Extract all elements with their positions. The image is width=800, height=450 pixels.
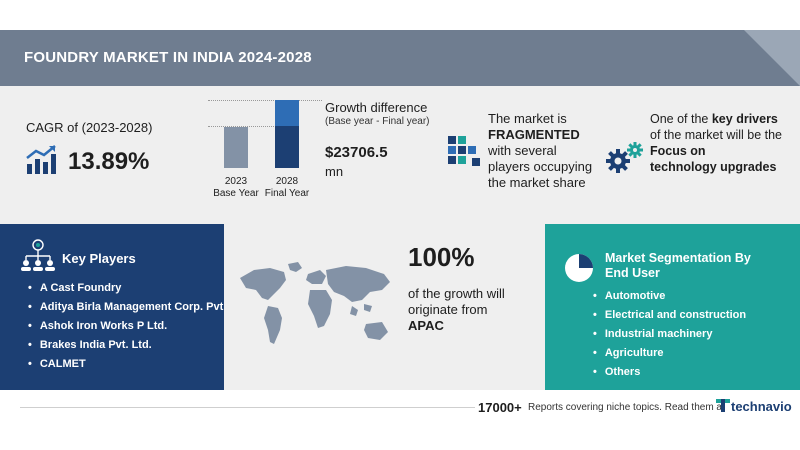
key-players-title: Key Players xyxy=(62,251,136,266)
gears-icon xyxy=(606,142,643,173)
top-margin xyxy=(0,0,800,30)
list-item: CALMET xyxy=(28,358,223,377)
footer-divider xyxy=(20,407,475,408)
segmentation-title: Market Segmentation By End User xyxy=(605,251,785,281)
list-item: Aditya Birla Management Corp. Pvt xyxy=(28,301,223,320)
region-line-1: of the growth will xyxy=(408,286,505,301)
final-year-label: 2028 Final Year xyxy=(257,176,317,200)
market-line-5: the market share xyxy=(488,175,586,190)
market-line-4: players occupying xyxy=(488,159,593,174)
market-structure-text: The market is FRAGMENTED with several pl… xyxy=(488,111,598,191)
segmentation-title-line-2: End User xyxy=(605,266,660,280)
market-line-1: The market is xyxy=(488,111,567,126)
list-item: Ashok Iron Works P Ltd. xyxy=(28,320,223,339)
network-people-icon xyxy=(21,239,55,271)
market-fragmented: FRAGMENTED xyxy=(488,127,580,142)
driver-emphasis: key drivers xyxy=(711,112,778,126)
fragmented-blocks-icon xyxy=(448,136,480,166)
bar-final-year-growth xyxy=(275,100,299,126)
rising-chart-icon xyxy=(26,145,56,174)
segmentation-title-line-1: Market Segmentation By xyxy=(605,251,751,265)
driver-line-2: of the market will be the xyxy=(650,128,783,142)
list-item: A Cast Foundry xyxy=(28,282,223,301)
guide-line-final xyxy=(208,100,322,101)
key-players-list: A Cast Foundry Aditya Birla Management C… xyxy=(28,282,223,377)
technavio-logo-text[interactable]: technavio xyxy=(731,399,792,414)
list-item: Brakes India Pvt. Ltd. xyxy=(28,339,223,358)
growth-sublabel: (Base year - Final year) xyxy=(325,116,430,127)
driver-line-4: technology upgrades xyxy=(650,160,777,174)
base-year-caption: Base Year xyxy=(213,188,259,199)
bar-base-year xyxy=(224,127,248,168)
list-item: Others xyxy=(593,366,746,385)
cagr-value: 13.89% xyxy=(68,148,150,175)
region-name: APAC xyxy=(408,318,444,333)
footer: 17000+ Reports covering niche topics. Re… xyxy=(0,390,800,450)
list-item: Automotive xyxy=(593,290,746,309)
driver-line-3: Focus on xyxy=(650,144,706,158)
title-fold-decoration xyxy=(744,30,800,86)
world-map-icon xyxy=(240,262,390,344)
growth-share-value: 100% xyxy=(408,242,475,272)
list-item: Agriculture xyxy=(593,347,746,366)
page-title: FOUNDRY MARKET IN INDIA 2024-2028 xyxy=(24,49,312,66)
list-item: Industrial machinery xyxy=(593,328,746,347)
list-item: Electrical and construction xyxy=(593,309,746,328)
final-year-caption: Final Year xyxy=(264,188,310,199)
market-line-3: with several xyxy=(488,143,557,158)
title-band: FOUNDRY MARKET IN INDIA 2024-2028 xyxy=(0,30,800,86)
segmentation-list: Automotive Electrical and construction I… xyxy=(593,290,746,385)
base-year-label: 2023 Base Year xyxy=(206,176,266,200)
key-driver-text: One of the key drivers of the market wil… xyxy=(650,111,798,175)
segmentation-panel: Market Segmentation By End User Automoti… xyxy=(545,224,800,390)
report-count: 17000+ xyxy=(478,400,522,415)
stats-strip: CAGR of (2023-2028) 13.89% 2023 Base Yea… xyxy=(0,86,800,224)
growth-share-text: of the growth will originate from xyxy=(408,286,538,318)
region-panel: 100% of the growth will originate from A… xyxy=(224,224,545,390)
driver-line-1: One of the xyxy=(650,112,709,126)
growth-label: Growth difference xyxy=(325,100,428,115)
footer-text: Reports covering niche topics. Read them… xyxy=(528,402,725,413)
technavio-logo-icon[interactable] xyxy=(716,397,730,413)
bar-final-year-base xyxy=(275,126,299,168)
growth-unit: mn xyxy=(325,164,344,179)
cagr-label: CAGR of (2023-2028) xyxy=(26,120,153,135)
region-line-2: originate from xyxy=(408,302,488,317)
final-year: 2028 xyxy=(275,176,299,187)
guide-line-base xyxy=(208,126,276,127)
key-players-panel: Key Players A Cast Foundry Aditya Birla … xyxy=(0,224,224,390)
pie-chart-icon xyxy=(565,254,593,282)
base-year: 2023 xyxy=(224,176,248,187)
growth-value: $23706.5 xyxy=(325,144,388,161)
